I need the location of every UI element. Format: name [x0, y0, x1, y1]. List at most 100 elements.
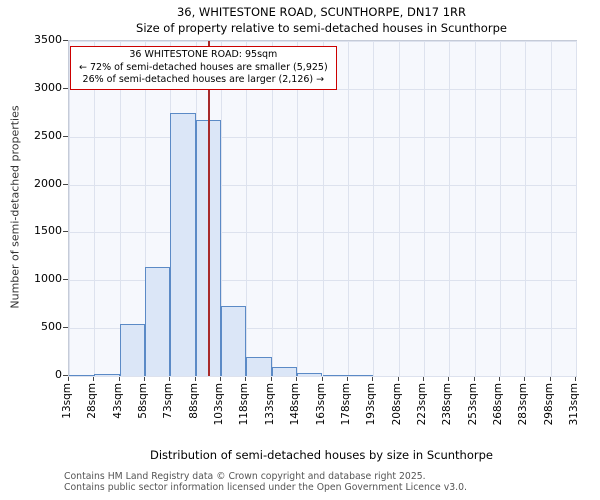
x-tick-mark [118, 377, 120, 381]
x-tick-label: 193sqm [365, 383, 378, 426]
y-tick-mark [63, 135, 68, 137]
histogram-bar [347, 375, 374, 376]
x-gridline [322, 41, 324, 376]
x-tick-label: 133sqm [263, 383, 276, 426]
histogram-bar [94, 373, 120, 376]
x-tick-label: 28sqm [86, 383, 99, 419]
y-tick-label: 3500 [34, 33, 62, 46]
y-tick-label: 1000 [34, 272, 62, 286]
x-tick-label: 88sqm [187, 383, 200, 419]
y-tick-mark [63, 183, 68, 185]
x-tick-label: 208sqm [390, 383, 403, 426]
chart-title: 36, WHITESTONE ROAD, SCUNTHORPE, DN17 1R… [176, 5, 467, 19]
x-tick-mark [473, 377, 475, 381]
x-tick-mark [296, 377, 298, 381]
histogram-bar [170, 112, 196, 376]
x-gridline [221, 41, 223, 376]
annotation-line-2: ← 72% of semi-detached houses are smalle… [79, 61, 328, 73]
x-tick-mark [194, 377, 196, 381]
x-tick-label: 13sqm [61, 383, 73, 419]
x-gridline [525, 41, 527, 376]
x-tick-mark [448, 377, 450, 381]
x-tick-label: 313sqm [568, 383, 580, 426]
x-tick-label: 283sqm [517, 383, 530, 426]
x-axis-label: Distribution of semi-detached houses by … [150, 448, 493, 462]
x-gridline [550, 41, 552, 376]
x-tick-label: 253sqm [466, 383, 479, 426]
x-tick-mark [498, 377, 500, 381]
x-tick-label: 163sqm [314, 383, 327, 426]
x-tick-label: 298sqm [542, 383, 555, 426]
x-tick-label: 73sqm [162, 383, 175, 419]
histogram-bar [145, 266, 171, 376]
x-gridline [271, 41, 273, 376]
x-tick-mark [144, 377, 146, 381]
histogram-bar [322, 374, 348, 376]
footer-attribution-line-2: Contains public sector information licen… [64, 482, 467, 493]
y-tick-label: 500 [41, 320, 62, 334]
x-tick-mark [422, 377, 424, 381]
x-gridline [576, 41, 577, 376]
annotation-line-1: 36 WHITESTONE ROAD: 95sqm [129, 49, 278, 60]
x-tick-label: 178sqm [339, 383, 352, 426]
x-tick-mark [346, 377, 348, 381]
y-axis-label: Number of semi-detached properties [8, 105, 22, 309]
y-tick-mark [63, 87, 68, 89]
y-tick-mark [63, 327, 68, 329]
x-tick-mark [93, 377, 95, 381]
x-tick-label: 118sqm [238, 383, 251, 426]
x-tick-label: 103sqm [213, 383, 226, 426]
y-tick-mark [63, 375, 68, 376]
histogram-bar [221, 306, 247, 376]
x-tick-label: 148sqm [289, 383, 302, 426]
y-tick-label: 2500 [34, 128, 62, 142]
x-tick-label: 58sqm [137, 383, 150, 419]
x-gridline [246, 41, 248, 376]
histogram-bar [69, 375, 95, 376]
x-tick-label: 223sqm [415, 383, 428, 426]
x-gridline [449, 41, 451, 376]
y-tick-mark [63, 40, 68, 41]
chart-subtitle: Size of property relative to semi-detach… [136, 21, 507, 35]
y-tick-label: 2000 [34, 176, 62, 190]
y-gridline [69, 376, 576, 377]
x-tick-label: 43sqm [111, 383, 124, 419]
x-tick-label: 268sqm [491, 383, 504, 426]
x-gridline [119, 41, 121, 376]
plot-area [68, 40, 577, 377]
x-tick-mark [397, 377, 399, 381]
x-tick-mark [372, 377, 374, 381]
y-tick-label: 3000 [34, 80, 62, 94]
annotation-line-3: 26% of semi-detached houses are larger (… [82, 74, 325, 86]
x-gridline [297, 41, 299, 376]
x-tick-mark [549, 377, 551, 381]
x-tick-mark [68, 377, 69, 381]
x-tick-mark [575, 377, 576, 381]
x-tick-mark [270, 377, 272, 381]
histogram-bar [271, 367, 298, 376]
x-tick-mark [245, 377, 247, 381]
x-tick-mark [220, 377, 222, 381]
x-gridline [69, 41, 70, 376]
x-gridline [423, 41, 425, 376]
y-tick-mark [63, 279, 68, 281]
x-gridline [398, 41, 400, 376]
x-gridline [373, 41, 375, 376]
x-tick-mark [524, 377, 526, 381]
x-tick-label: 238sqm [441, 383, 454, 426]
x-tick-mark [321, 377, 323, 381]
x-gridline [499, 41, 501, 376]
y-tick-mark [63, 231, 68, 233]
x-gridline [94, 41, 96, 376]
x-gridline [145, 41, 147, 376]
footer-attribution-line-1: Contains HM Land Registry data © Crown c… [64, 471, 426, 482]
histogram-bar [119, 324, 146, 376]
y-tick-label: 0 [55, 368, 62, 381]
histogram-bar [297, 373, 323, 376]
x-gridline [347, 41, 349, 376]
annotation-box: 36 WHITESTONE ROAD: 95sqm ← 72% of semi-… [70, 46, 337, 90]
y-tick-label: 1500 [34, 224, 62, 238]
x-gridline [474, 41, 476, 376]
histogram-bar [246, 356, 272, 376]
